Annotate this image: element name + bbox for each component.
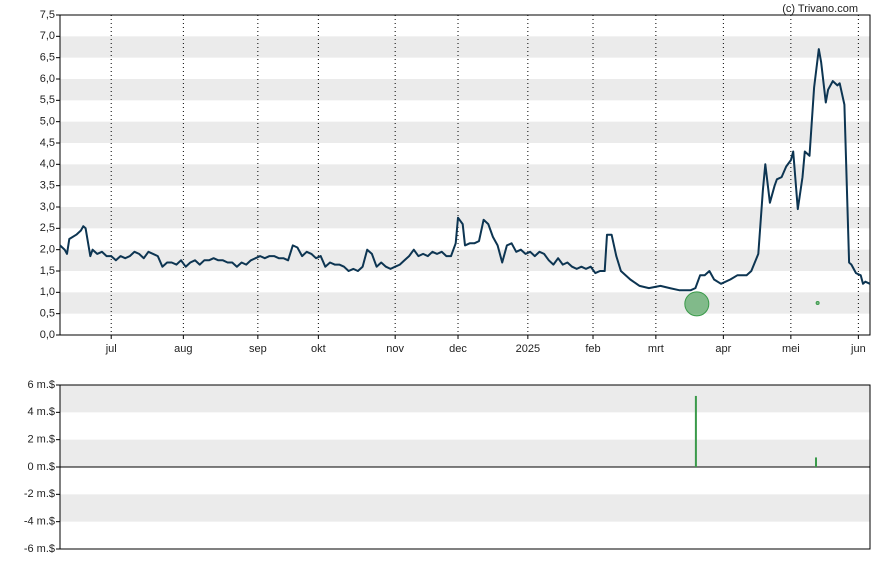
y-tick-label: -4 m.$	[24, 516, 55, 528]
y-tick-label: 6 m.$	[27, 379, 55, 391]
x-tick-label: jun	[850, 343, 866, 355]
y-tick-label: 0,0	[40, 329, 55, 341]
y-tick-label: 3,5	[40, 180, 55, 192]
x-tick-label: okt	[311, 343, 326, 355]
x-tick-label: nov	[386, 343, 404, 355]
y-tick-label: 2 m.$	[27, 434, 55, 446]
y-tick-label: 6,5	[40, 52, 55, 64]
y-tick-label: 7,0	[40, 30, 55, 42]
volume-bar	[694, 395, 697, 467]
grid-band	[60, 79, 870, 101]
grid-band	[60, 164, 870, 186]
y-tick-label: 0 m.$	[27, 461, 55, 473]
x-tick-label: feb	[585, 343, 600, 355]
grid-band	[60, 439, 870, 467]
x-tick-label: jul	[105, 343, 117, 355]
attribution: (c) Trivano.com	[782, 3, 858, 15]
y-tick-label: 4,5	[40, 137, 55, 149]
y-tick-label: 4,0	[40, 158, 55, 170]
grid-band	[60, 249, 870, 271]
y-tick-label: 3,0	[40, 201, 55, 213]
grid-band	[60, 494, 870, 522]
y-tick-label: 4 m.$	[27, 406, 55, 418]
y-tick-label: 2,0	[40, 244, 55, 256]
grid-band	[60, 292, 870, 314]
y-tick-label: -2 m.$	[24, 488, 55, 500]
grid-band	[60, 121, 870, 143]
grid-band	[60, 385, 870, 413]
x-tick-label: 2025	[516, 343, 540, 355]
y-tick-label: 0,5	[40, 308, 55, 320]
plot-frame	[59, 14, 871, 336]
event-marker	[684, 291, 710, 317]
plot-frame	[59, 384, 871, 550]
x-tick-label: dec	[449, 343, 467, 355]
grid-band	[60, 36, 870, 58]
y-tick-label: 6,0	[40, 73, 55, 85]
y-tick-label: 7,5	[40, 9, 55, 21]
y-tick-label: 1,5	[40, 265, 55, 277]
x-tick-label: mei	[782, 343, 800, 355]
x-tick-label: mrt	[648, 343, 664, 355]
event-marker	[815, 301, 820, 305]
y-tick-label: 5,5	[40, 94, 55, 106]
x-tick-label: sep	[249, 343, 267, 355]
y-tick-label: 1,0	[40, 286, 55, 298]
x-tick-label: aug	[174, 343, 192, 355]
volume-bar	[815, 457, 817, 467]
price-line	[59, 48, 871, 292]
grid-band	[60, 207, 870, 229]
y-tick-label: 5,0	[40, 116, 55, 128]
y-tick-label: -6 m.$	[24, 543, 55, 555]
x-tick-label: apr	[715, 343, 731, 355]
y-tick-label: 2,5	[40, 222, 55, 234]
